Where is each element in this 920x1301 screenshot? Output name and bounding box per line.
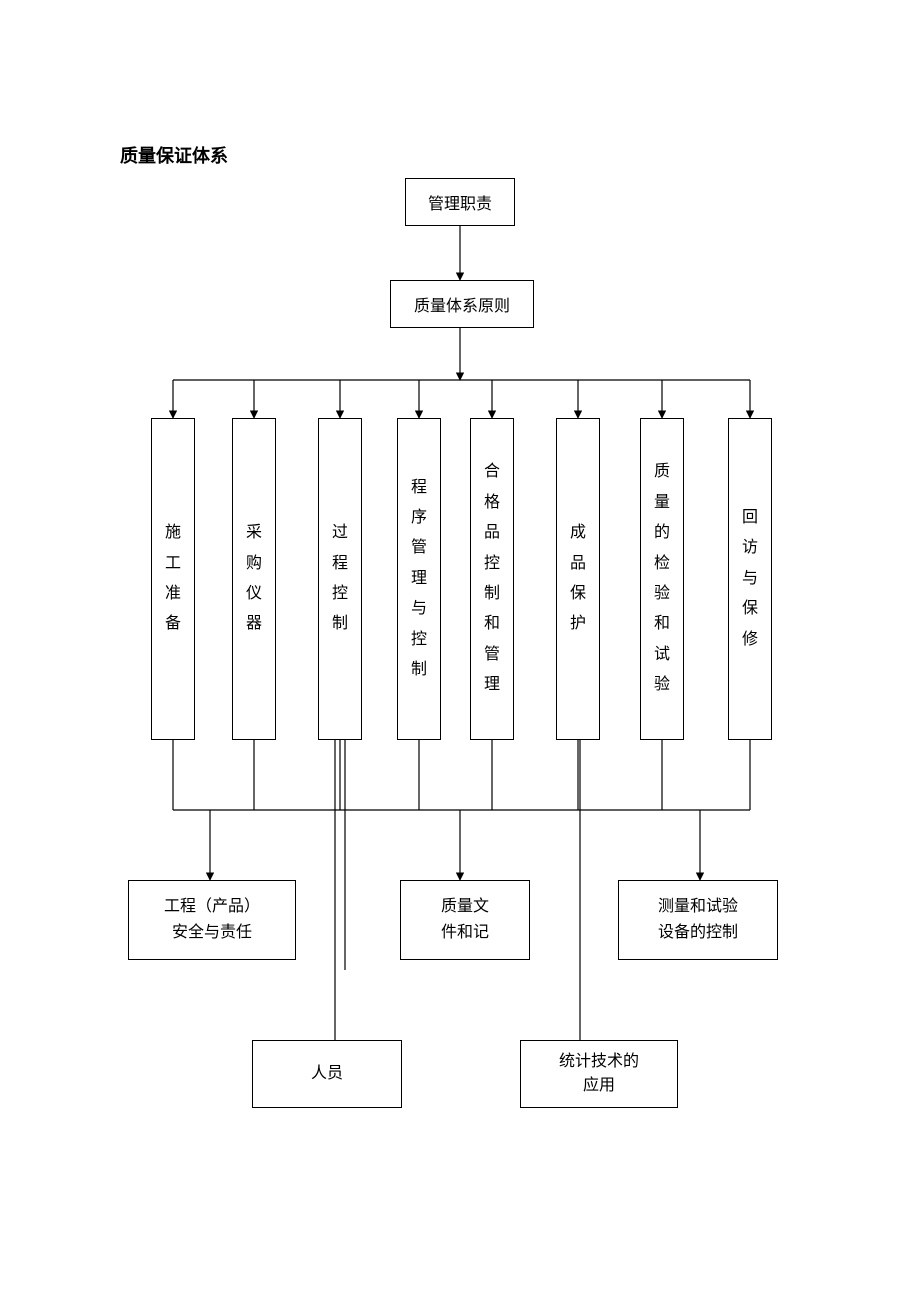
column-node-7-char: 保	[742, 594, 758, 624]
row1-node-2-line2: 设备的控制	[658, 920, 738, 946]
page-title: 质量保证体系	[120, 142, 228, 168]
row1-node-1-line2: 件和记	[441, 920, 489, 946]
row1-node-0-line1: 工程（产品）	[164, 894, 260, 920]
node-management: 管理职责	[405, 178, 515, 226]
row1-node-0-line2: 安全与责任	[172, 920, 252, 946]
column-node-7-char: 回	[742, 503, 758, 533]
row1-node-1-line1: 质量文	[441, 894, 489, 920]
row1-node-2: 测量和试验设备的控制	[618, 880, 778, 960]
column-node-3: 程序管理与控制	[397, 418, 441, 740]
column-node-0: 施工准备	[151, 418, 195, 740]
column-node-6-char: 和	[654, 609, 670, 639]
column-node-6-char: 质	[654, 457, 670, 487]
column-node-1: 采购仪器	[232, 418, 276, 740]
column-node-4: 合格品控制和管理	[470, 418, 514, 740]
column-node-5-char: 成	[570, 518, 586, 548]
column-node-4-char: 和	[484, 609, 500, 639]
column-node-5-char: 护	[570, 609, 586, 639]
column-node-0-char: 备	[165, 609, 181, 639]
column-node-4-char: 格	[484, 488, 500, 518]
column-node-6-char: 检	[654, 549, 670, 579]
column-node-2: 过程控制	[318, 418, 362, 740]
column-node-6-char: 验	[654, 670, 670, 700]
column-node-0-char: 施	[165, 518, 181, 548]
column-node-7-char: 修	[742, 625, 758, 655]
column-node-0-char: 准	[165, 579, 181, 609]
column-node-0-char: 工	[165, 549, 181, 579]
column-node-3-char: 理	[411, 564, 427, 594]
row1-node-2-line1: 测量和试验	[658, 894, 738, 920]
column-node-2-char: 程	[332, 549, 348, 579]
row2-node-0: 人员	[252, 1040, 402, 1108]
node-management-label: 管理职责	[428, 190, 492, 214]
row2-node-1-line1: 统计技术的	[559, 1050, 639, 1074]
row1-node-1: 质量文件和记	[400, 880, 530, 960]
column-node-1-char: 采	[246, 518, 262, 548]
column-node-1-char: 仪	[246, 579, 262, 609]
column-node-5-char: 保	[570, 579, 586, 609]
column-node-7-char: 访	[742, 533, 758, 563]
column-node-5-char: 品	[570, 549, 586, 579]
column-node-5: 成品保护	[556, 418, 600, 740]
row2-node-1-line2: 应用	[583, 1074, 615, 1098]
column-node-1-char: 器	[246, 609, 262, 639]
column-node-4-char: 合	[484, 457, 500, 487]
node-principles: 质量体系原则	[390, 280, 534, 328]
column-node-3-char: 管	[411, 533, 427, 563]
column-node-6: 质量的检验和试验	[640, 418, 684, 740]
column-node-6-char: 量	[654, 488, 670, 518]
column-node-4-char: 品	[484, 518, 500, 548]
column-node-4-char: 理	[484, 670, 500, 700]
column-node-2-char: 控	[332, 579, 348, 609]
column-node-3-char: 序	[411, 503, 427, 533]
column-node-3-char: 制	[411, 655, 427, 685]
column-node-6-char: 验	[654, 579, 670, 609]
column-node-6-char: 的	[654, 518, 670, 548]
node-principles-label: 质量体系原则	[414, 292, 510, 316]
column-node-2-char: 制	[332, 609, 348, 639]
column-node-3-char: 与	[411, 594, 427, 624]
column-node-7-char: 与	[742, 564, 758, 594]
row2-node-1: 统计技术的应用	[520, 1040, 678, 1108]
column-node-4-char: 制	[484, 579, 500, 609]
column-node-4-char: 管	[484, 640, 500, 670]
column-node-4-char: 控	[484, 549, 500, 579]
column-node-3-char: 控	[411, 625, 427, 655]
column-node-1-char: 购	[246, 549, 262, 579]
row2-node-0-line1: 人员	[311, 1062, 343, 1086]
column-node-2-char: 过	[332, 518, 348, 548]
column-node-3-char: 程	[411, 473, 427, 503]
row1-node-0: 工程（产品）安全与责任	[128, 880, 296, 960]
column-node-6-char: 试	[654, 640, 670, 670]
column-node-7: 回访与保修	[728, 418, 772, 740]
